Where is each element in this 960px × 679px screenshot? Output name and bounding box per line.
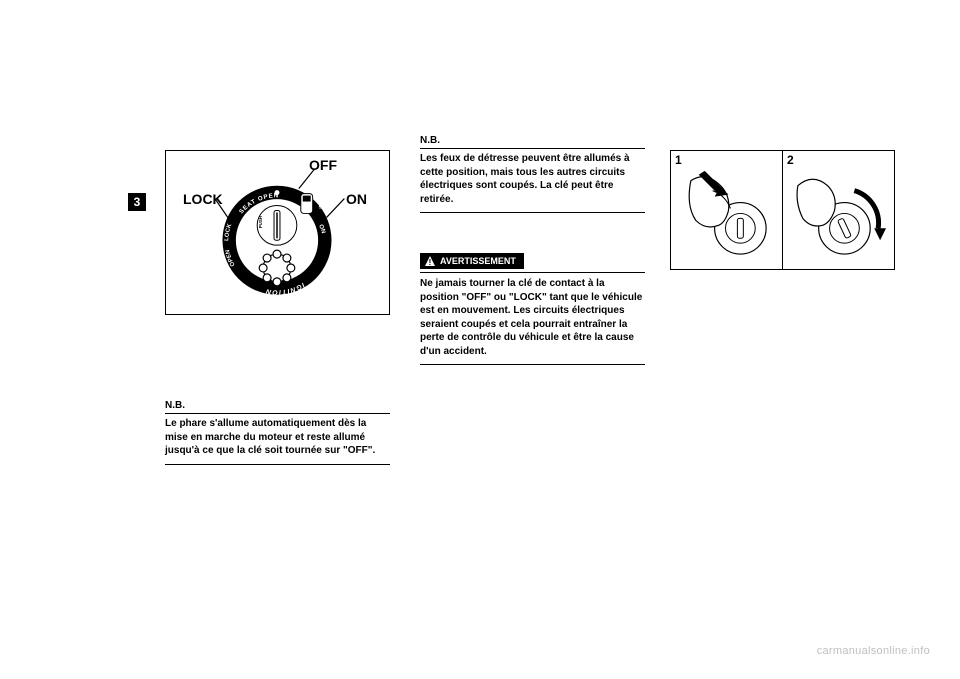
footer-watermark: carmanualsonline.info	[817, 645, 930, 657]
nb-end-rule-1	[165, 464, 390, 465]
warning-rule	[420, 272, 645, 273]
ignition-switch-figure: OFF ON LOCK	[165, 150, 390, 315]
svg-text:OFF: OFF	[319, 197, 328, 202]
column-3: 1 2	[670, 150, 895, 270]
ignition-switch-diagram: SEAT OPEN ON IGNITION OPEN LOCK OFF SHUT…	[166, 151, 389, 315]
nb-block-1: N.B. Le phare s'allume automatiquement d…	[165, 395, 390, 465]
chapter-tab: 3	[128, 193, 146, 211]
hand-figure-strip: 1 2	[670, 150, 895, 270]
fig-number-2: 2	[787, 153, 794, 167]
warning-label: AVERTISSEMENT	[440, 256, 516, 266]
warning-badge: ! AVERTISSEMENT	[420, 253, 524, 269]
hand-turn-diagram	[783, 151, 894, 270]
nb-label-1: N.B.	[165, 400, 189, 411]
column-2: N.B. Les feux de détresse peuvent être a…	[420, 130, 645, 375]
svg-text:!: !	[429, 258, 432, 267]
warning-icon: !	[424, 255, 436, 267]
column-1: OFF ON LOCK	[165, 150, 390, 475]
nb-rule-2	[420, 148, 645, 149]
warning-end-rule	[420, 364, 645, 365]
nb-end-rule-2	[420, 212, 645, 213]
nb-rule-1	[165, 413, 390, 414]
hand-figure-1: 1	[671, 151, 783, 269]
hand-push-diagram	[671, 151, 782, 270]
manual-page: 3 OFF ON LOCK	[0, 0, 960, 679]
svg-text:PUSH: PUSH	[258, 216, 263, 228]
warning-text: Ne jamais tourner la clé de contact à la…	[420, 277, 645, 358]
nb-text-2: Les feux de détresse peuvent être allumé…	[420, 152, 645, 206]
nb-label-2: N.B.	[420, 135, 444, 146]
nb-text-1: Le phare s'allume automatiquement dès la…	[165, 417, 390, 458]
hand-figure-2: 2	[783, 151, 894, 269]
svg-text:SHUT: SHUT	[319, 204, 331, 209]
fig-number-1: 1	[675, 153, 682, 167]
nb-block-2: N.B. Les feux de détresse peuvent être a…	[420, 130, 645, 213]
